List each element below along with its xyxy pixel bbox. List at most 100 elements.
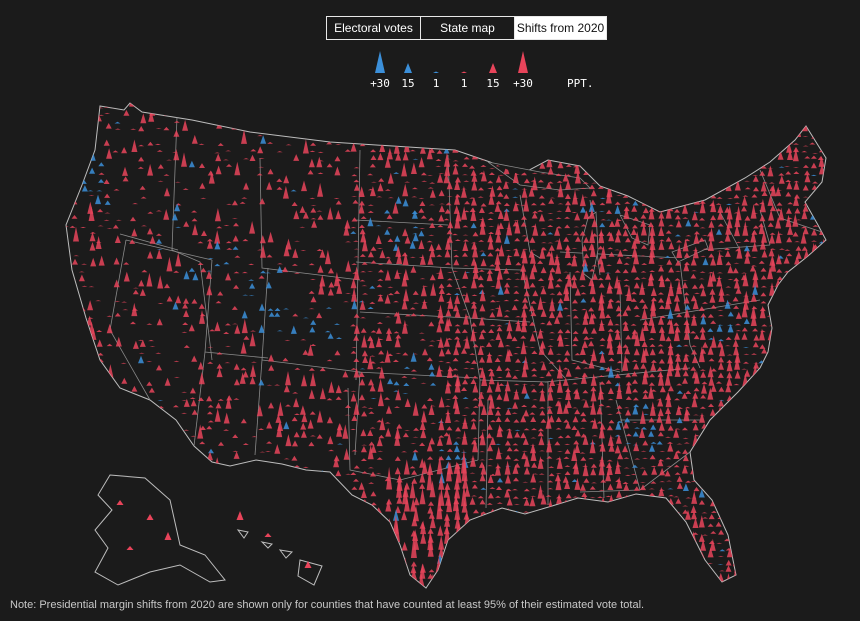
county-spike [616,280,623,295]
county-spike [786,376,792,379]
county-spike [727,311,734,317]
county-spike [583,367,590,369]
county-spike [622,354,629,371]
county-spike [446,278,453,281]
county-spike [555,105,562,108]
county-spike [241,503,248,506]
county-spike [445,361,452,364]
county-spike [656,366,663,371]
tab-state-map[interactable]: State map [421,17,515,39]
county-spike [810,116,817,122]
county-spike [496,486,502,490]
tab-shifts-from-2020[interactable]: Shifts from 2020 [515,17,606,39]
county-spike [122,176,129,182]
county-spike [198,88,204,100]
county-spike [648,337,655,340]
county-spike [548,103,555,108]
county-spike [668,106,675,115]
county-spike [600,479,607,483]
county-spike [505,408,512,415]
county-spike [692,133,699,146]
county-spike [812,111,819,114]
county-spike [556,278,563,282]
county-spike [820,534,826,536]
county-spike [566,273,573,287]
county-spike [539,286,546,288]
county-spike [521,187,528,198]
legend-spike-icon [489,63,497,73]
county-spike [444,163,451,176]
county-spike [708,220,715,228]
county-spike [471,172,478,182]
county-spike [708,253,715,258]
county-spike [443,432,450,437]
county-spike [641,166,648,169]
county-spike [222,159,229,161]
county-spike [335,200,342,205]
county-spike [505,250,512,251]
county-spike [581,112,588,116]
county-spike [616,381,623,399]
county-spike [418,143,424,145]
county-spike [648,549,655,551]
county-spike [370,443,377,453]
county-spike [513,286,520,288]
county-spike [73,514,80,522]
county-spike [70,103,77,115]
county-spike [784,504,791,506]
county-spike [453,259,460,266]
county-spike [783,330,790,333]
county-spike [479,250,486,252]
county-spike [802,196,809,198]
county-spike [351,347,358,348]
county-spike [749,265,756,272]
county-spike [359,537,366,551]
county-spike [207,420,214,423]
county-spike [494,202,501,212]
county-spike [767,539,774,542]
county-spike [173,433,180,438]
county-spike [648,252,655,264]
county-spike [630,510,637,512]
county-spike [392,201,399,214]
county-spike [742,134,749,139]
county-spike [752,117,759,130]
county-spike [223,331,230,334]
county-spike [732,267,739,274]
county-spike [717,441,724,445]
county-spike [817,509,824,512]
county-spike [88,286,95,288]
county-spike [642,321,649,331]
county-spike [512,375,518,379]
county-spike [786,584,793,588]
county-spike [428,113,435,116]
county-spike [616,490,623,498]
county-spike [249,332,256,347]
tab-electoral-votes[interactable]: Electoral votes [327,17,421,39]
county-spike [641,263,648,265]
county-spike [810,465,817,467]
county-spike [461,285,468,288]
county-spike [461,458,468,482]
county-spike [302,139,309,154]
county-spike [717,372,724,378]
county-spike [488,98,494,99]
county-spike [793,463,800,475]
county-spike [622,566,629,572]
county-spike [633,486,640,491]
county-spike [294,240,301,242]
county-spike [801,464,808,466]
county-spike [665,336,672,342]
county-spike [521,531,528,542]
county-spike [480,252,487,257]
county-spike [658,371,664,386]
county-spike [264,533,272,537]
county-spike [427,456,434,460]
county-spike [444,208,451,214]
county-spike [497,112,504,124]
county-spike [362,293,369,295]
county-spike [803,377,810,378]
county-spike [702,443,708,445]
county-spike [250,519,257,527]
county-spike [565,158,572,160]
